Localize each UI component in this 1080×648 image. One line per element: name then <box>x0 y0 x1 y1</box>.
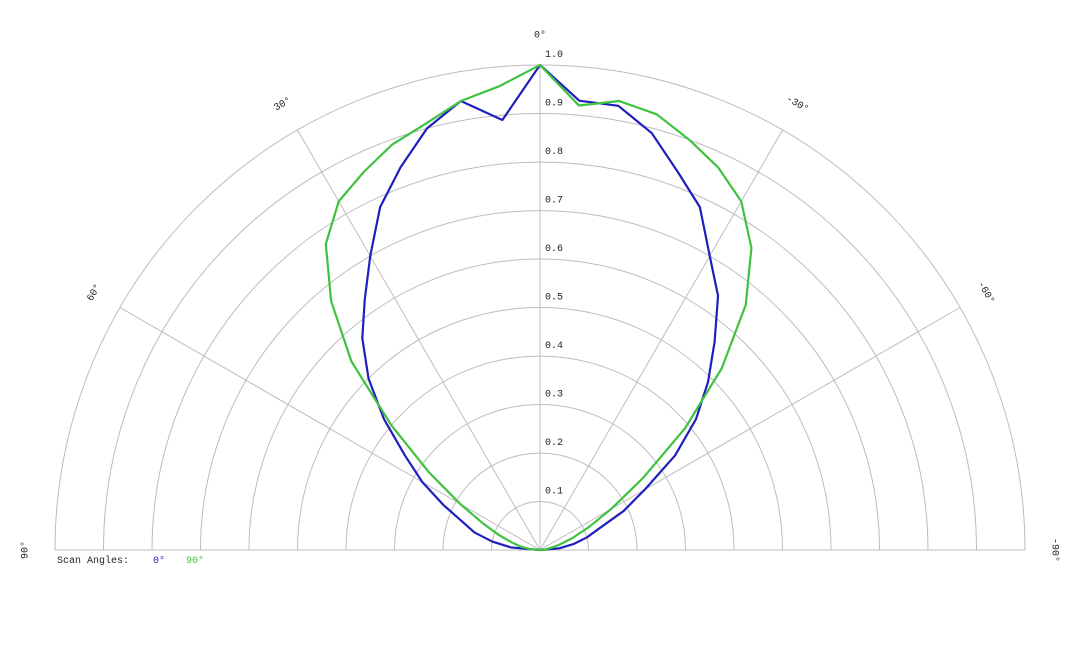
r-tick-label: 0.1 <box>545 487 563 498</box>
r-tick-label: 0.7 <box>545 196 563 207</box>
angle-label: 90° <box>20 541 32 559</box>
r-tick-label: 0.6 <box>545 244 563 255</box>
r-tick-label: 0.5 <box>545 293 563 304</box>
grid-spoke <box>539 307 961 551</box>
grid-spoke <box>119 307 541 551</box>
r-tick-label: 1.0 <box>545 50 563 61</box>
angle-label: -90° <box>1048 538 1060 562</box>
grid-spoke <box>539 129 783 551</box>
angle-label: 0° <box>534 30 546 42</box>
angle-label: -30° <box>784 93 811 115</box>
legend-entry: 0° <box>153 555 165 567</box>
angle-label: 60° <box>85 282 104 304</box>
series-line <box>324 63 753 552</box>
r-tick-label: 0.4 <box>545 341 563 352</box>
legend-entry: 90° <box>186 555 204 567</box>
angle-label: -60° <box>974 279 996 306</box>
legend-title: Scan Angles: <box>57 555 129 567</box>
r-tick-label: 0.2 <box>545 438 563 449</box>
r-tick-label: 0.8 <box>545 147 563 158</box>
angle-label: 30° <box>272 95 294 114</box>
r-tick-label: 0.9 <box>545 99 563 110</box>
grid-spoke <box>297 129 541 551</box>
r-tick-label: 0.3 <box>545 390 563 401</box>
